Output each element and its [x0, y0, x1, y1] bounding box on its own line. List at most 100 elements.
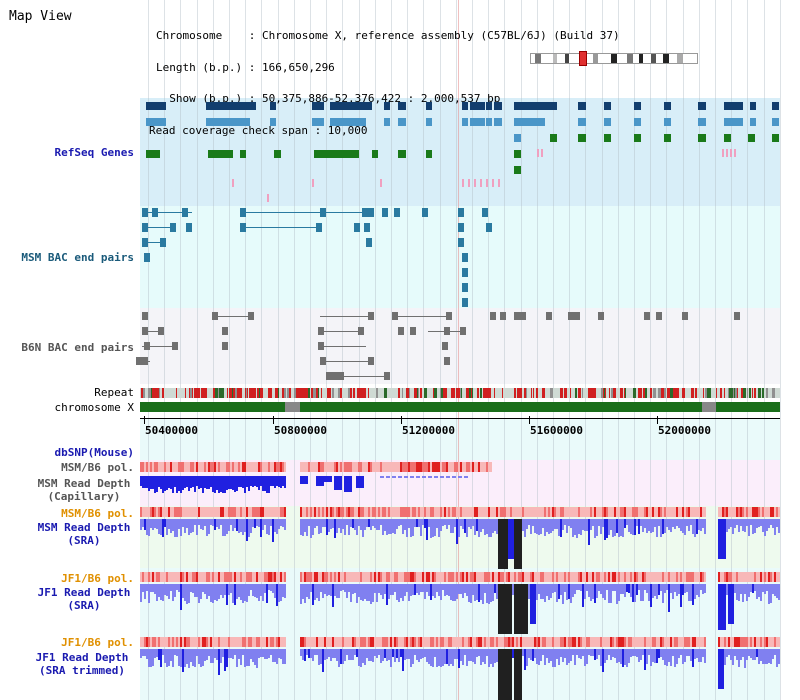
jf1-b6-pol-trimmed-label[interactable]: JF1/B6 pol. — [61, 636, 134, 649]
polymorphism-mark — [224, 507, 226, 517]
polymorphism-mark — [576, 637, 578, 647]
repeat-mark — [705, 388, 708, 398]
polymorphism-mark — [568, 572, 570, 582]
repeat-mark — [364, 388, 365, 398]
polymorphism-mark — [698, 637, 700, 647]
gene-feature — [426, 150, 432, 158]
msm-read-depth-capillary-label[interactable]: MSM Read Depth (Capillary) — [37, 477, 131, 503]
polymorphism-mark — [362, 507, 364, 517]
polymorphism-mark — [434, 572, 436, 582]
read-depth-bar — [212, 584, 214, 603]
chromosome-ideogram[interactable] — [530, 51, 698, 66]
polymorphism-mark — [284, 572, 286, 582]
polymorphism-mark — [162, 507, 164, 517]
read-depth-bar — [164, 649, 166, 663]
polymorphism-mark — [156, 507, 158, 517]
read-depth-bar — [192, 649, 194, 666]
polymorphism-mark — [256, 507, 258, 517]
read-depth-bar — [154, 519, 156, 528]
polymorphism-mark — [162, 462, 164, 472]
read-depth-bar — [390, 519, 392, 534]
polymorphism-mark — [546, 637, 548, 647]
read-depth-bar — [188, 584, 190, 603]
polymorphism-mark — [734, 637, 736, 647]
read-depth-bar — [184, 519, 186, 533]
polymorphism-mark — [174, 637, 176, 647]
chromosome-bar[interactable] — [140, 402, 780, 412]
read-depth-bar — [308, 584, 310, 599]
read-depth-bar — [690, 649, 692, 661]
polymorphism-mark — [230, 637, 232, 647]
read-depth-bar — [210, 476, 212, 487]
polymorphism-mark — [524, 572, 526, 582]
polymorphism-mark — [732, 572, 734, 582]
polymorphism-mark — [282, 507, 284, 517]
polymorphism-mark — [158, 462, 160, 472]
msm-b6-pol-sra-label[interactable]: MSM/B6 pol. — [61, 507, 134, 520]
repeat-mark — [525, 388, 527, 398]
bac-end-mark — [444, 327, 450, 335]
polymorphism-mark — [150, 507, 152, 517]
bac-end-mark — [222, 342, 228, 350]
polymorphism-mark — [488, 462, 490, 472]
polymorphism-mark — [344, 507, 346, 517]
read-depth-bar — [234, 584, 236, 605]
polymorphism-mark — [482, 637, 484, 647]
polymorphism-mark — [548, 637, 550, 647]
repeat-mark — [247, 388, 248, 398]
msm-b6-pol-capillary-label[interactable]: MSM/B6 pol. — [61, 461, 134, 474]
polymorphism-mark — [272, 462, 274, 472]
jf1-b6-pol-sra-label[interactable]: JF1/B6 pol. — [61, 572, 134, 585]
polymorphism-mark — [394, 507, 396, 517]
msm-read-depth-sra-label[interactable]: MSM Read Depth (SRA) — [37, 521, 131, 547]
polymorphism-mark — [148, 462, 150, 472]
read-depth-bar — [646, 584, 648, 593]
repeat-track[interactable] — [140, 388, 780, 398]
read-depth-bar — [386, 649, 388, 661]
polymorphism-mark — [590, 637, 592, 647]
read-depth-bar — [238, 584, 240, 597]
read-depth-bar — [334, 584, 336, 596]
read-depth-bar — [386, 584, 388, 605]
polymorphism-mark — [516, 637, 518, 647]
read-depth-bar — [434, 649, 436, 657]
read-depth-bar — [726, 649, 728, 657]
jf1-read-depth-sra-label[interactable]: JF1 Read Depth (SRA) — [37, 586, 131, 612]
bac-end-mark — [144, 253, 150, 262]
polymorphism-mark — [144, 462, 146, 472]
bac-end-mark — [136, 357, 142, 365]
grid-line — [683, 0, 684, 700]
polymorphism-mark — [192, 572, 194, 582]
polymorphism-mark — [150, 572, 152, 582]
polymorphism-mark — [322, 507, 324, 517]
polymorphism-mark — [154, 637, 156, 647]
read-depth-bar — [696, 584, 698, 595]
polymorphism-mark — [484, 507, 486, 517]
bac-end-mark — [734, 312, 740, 320]
polymorphism-mark — [202, 507, 204, 517]
bac-end-mark — [546, 312, 552, 320]
polymorphism-mark — [324, 637, 326, 647]
polymorphism-mark — [434, 507, 436, 517]
read-depth-bar — [338, 649, 340, 667]
read-depth-bar — [256, 649, 258, 668]
msm-bac-label[interactable]: MSM BAC end pairs — [21, 251, 134, 264]
refseq-genes-label[interactable]: RefSeq Genes — [54, 146, 134, 159]
b6n-bac-label[interactable]: B6N BAC end pairs — [21, 341, 134, 354]
read-depth-bar — [162, 476, 164, 493]
polymorphism-mark — [216, 507, 218, 517]
bac-end-mark — [446, 312, 452, 320]
read-depth-bar — [284, 476, 286, 488]
read-depth-bar — [346, 584, 348, 598]
read-depth-bar — [304, 519, 306, 532]
read-depth-bar — [492, 519, 494, 533]
jf1-read-depth-trimmed-label[interactable]: JF1 Read Depth (SRA trimmed) — [35, 651, 129, 677]
polymorphism-mark — [384, 637, 386, 647]
read-depth-bar — [778, 519, 780, 533]
read-depth-bar — [426, 584, 428, 592]
read-depth-bar — [454, 584, 456, 601]
dbsnp-label[interactable]: dbSNP(Mouse) — [54, 446, 134, 459]
gene-feature — [730, 118, 737, 126]
polymorphism-mark — [326, 637, 328, 647]
polymorphism-mark — [436, 462, 438, 472]
